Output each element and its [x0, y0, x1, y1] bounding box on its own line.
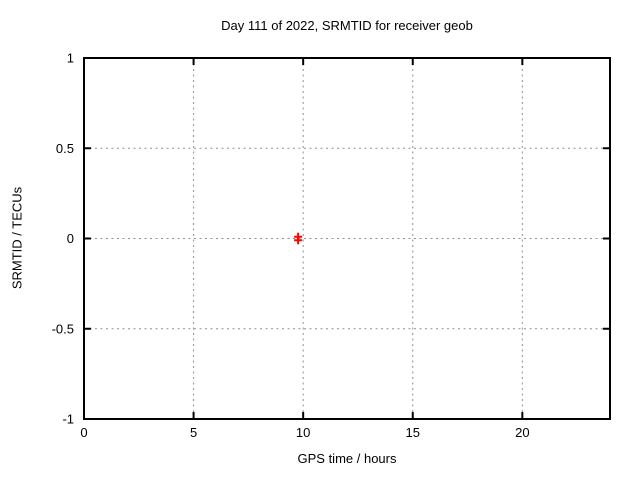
- x-axis-label: GPS time / hours: [297, 451, 397, 466]
- data-point-marker: [294, 236, 303, 245]
- x-tick-label: 10: [296, 425, 310, 440]
- y-tick-label: 0: [67, 231, 74, 246]
- y-tick-label: 1: [67, 51, 74, 66]
- x-tick-label: 20: [515, 425, 529, 440]
- y-tick-label: -1: [62, 412, 74, 427]
- plot-border: [83, 57, 611, 420]
- x-tick-label: 15: [406, 425, 420, 440]
- x-tick-label: 0: [80, 425, 87, 440]
- chart-title: Day 111 of 2022, SRMTID for receiver geo…: [221, 18, 473, 33]
- x-tick-label: 5: [190, 425, 197, 440]
- y-tick-label: 0.5: [56, 141, 74, 156]
- y-tick-label: -0.5: [52, 321, 74, 336]
